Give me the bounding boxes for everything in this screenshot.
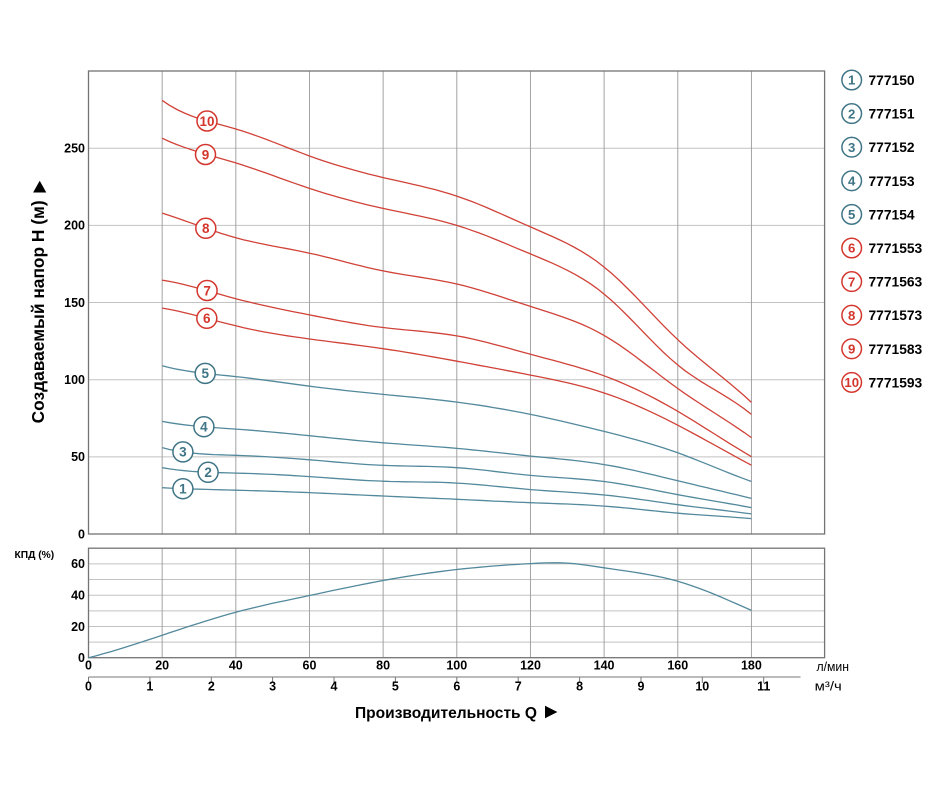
svg-text:20: 20 bbox=[71, 620, 85, 634]
svg-text:м³/ч: м³/ч bbox=[815, 679, 842, 693]
svg-text:5: 5 bbox=[201, 366, 209, 381]
svg-text:80: 80 bbox=[376, 659, 390, 673]
svg-text:100: 100 bbox=[64, 373, 85, 387]
svg-text:6: 6 bbox=[848, 241, 855, 256]
svg-text:40: 40 bbox=[71, 589, 85, 603]
svg-text:9: 9 bbox=[202, 147, 210, 162]
svg-text:3: 3 bbox=[848, 140, 855, 155]
svg-text:7: 7 bbox=[203, 283, 211, 298]
svg-text:1: 1 bbox=[146, 680, 153, 694]
svg-text:0: 0 bbox=[85, 680, 92, 694]
svg-text:8: 8 bbox=[576, 680, 583, 694]
svg-text:4: 4 bbox=[848, 174, 856, 189]
svg-text:0: 0 bbox=[78, 651, 85, 665]
svg-text:100: 100 bbox=[446, 659, 467, 673]
svg-text:180: 180 bbox=[741, 659, 762, 673]
svg-text:7: 7 bbox=[515, 680, 522, 694]
svg-text:7771563: 7771563 bbox=[869, 275, 923, 290]
svg-text:2: 2 bbox=[208, 680, 215, 694]
svg-text:4: 4 bbox=[200, 420, 208, 435]
svg-text:20: 20 bbox=[155, 659, 169, 673]
svg-text:КПД (%): КПД (%) bbox=[15, 549, 55, 561]
svg-text:777153: 777153 bbox=[869, 174, 915, 189]
svg-text:1: 1 bbox=[848, 73, 855, 88]
svg-text:2: 2 bbox=[204, 465, 212, 480]
svg-text:1: 1 bbox=[179, 482, 187, 497]
svg-text:0: 0 bbox=[85, 659, 92, 673]
svg-text:5: 5 bbox=[392, 680, 399, 694]
svg-text:140: 140 bbox=[594, 659, 615, 673]
svg-text:40: 40 bbox=[229, 659, 243, 673]
svg-text:6: 6 bbox=[453, 680, 460, 694]
svg-text:2: 2 bbox=[848, 106, 855, 121]
svg-text:60: 60 bbox=[303, 659, 317, 673]
svg-text:3: 3 bbox=[269, 680, 276, 694]
svg-text:250: 250 bbox=[64, 142, 85, 156]
svg-text:160: 160 bbox=[667, 659, 688, 673]
svg-text:11: 11 bbox=[757, 680, 770, 694]
svg-text:150: 150 bbox=[64, 296, 85, 310]
svg-text:3: 3 bbox=[179, 445, 187, 460]
svg-text:8: 8 bbox=[202, 221, 210, 236]
svg-text:7771583: 7771583 bbox=[869, 342, 923, 357]
svg-text:7771593: 7771593 bbox=[869, 375, 923, 390]
svg-text:7771573: 7771573 bbox=[869, 308, 923, 323]
svg-text:8: 8 bbox=[848, 308, 855, 323]
svg-text:10: 10 bbox=[199, 114, 214, 129]
svg-text:120: 120 bbox=[520, 659, 541, 673]
svg-text:10: 10 bbox=[695, 680, 709, 694]
svg-text:л/мин: л/мин bbox=[817, 660, 850, 674]
svg-text:7: 7 bbox=[848, 274, 855, 289]
svg-text:200: 200 bbox=[64, 219, 85, 233]
svg-text:0: 0 bbox=[78, 527, 85, 541]
svg-text:50: 50 bbox=[71, 450, 85, 464]
svg-text:5: 5 bbox=[848, 207, 855, 222]
svg-text:777154: 777154 bbox=[869, 207, 915, 222]
svg-text:777150: 777150 bbox=[869, 73, 915, 88]
svg-text:9: 9 bbox=[848, 342, 855, 357]
svg-text:7771553: 7771553 bbox=[869, 241, 923, 256]
svg-text:Производительность Q: Производительность Q bbox=[355, 705, 537, 722]
svg-text:60: 60 bbox=[71, 557, 85, 571]
svg-text:4: 4 bbox=[331, 680, 338, 694]
svg-text:10: 10 bbox=[844, 375, 859, 390]
svg-text:6: 6 bbox=[203, 311, 211, 326]
svg-text:777151: 777151 bbox=[869, 107, 915, 122]
svg-text:Создаваемый напор H (м): Создаваемый напор H (м) bbox=[28, 200, 48, 423]
svg-text:777152: 777152 bbox=[869, 140, 915, 155]
svg-text:9: 9 bbox=[638, 680, 645, 694]
